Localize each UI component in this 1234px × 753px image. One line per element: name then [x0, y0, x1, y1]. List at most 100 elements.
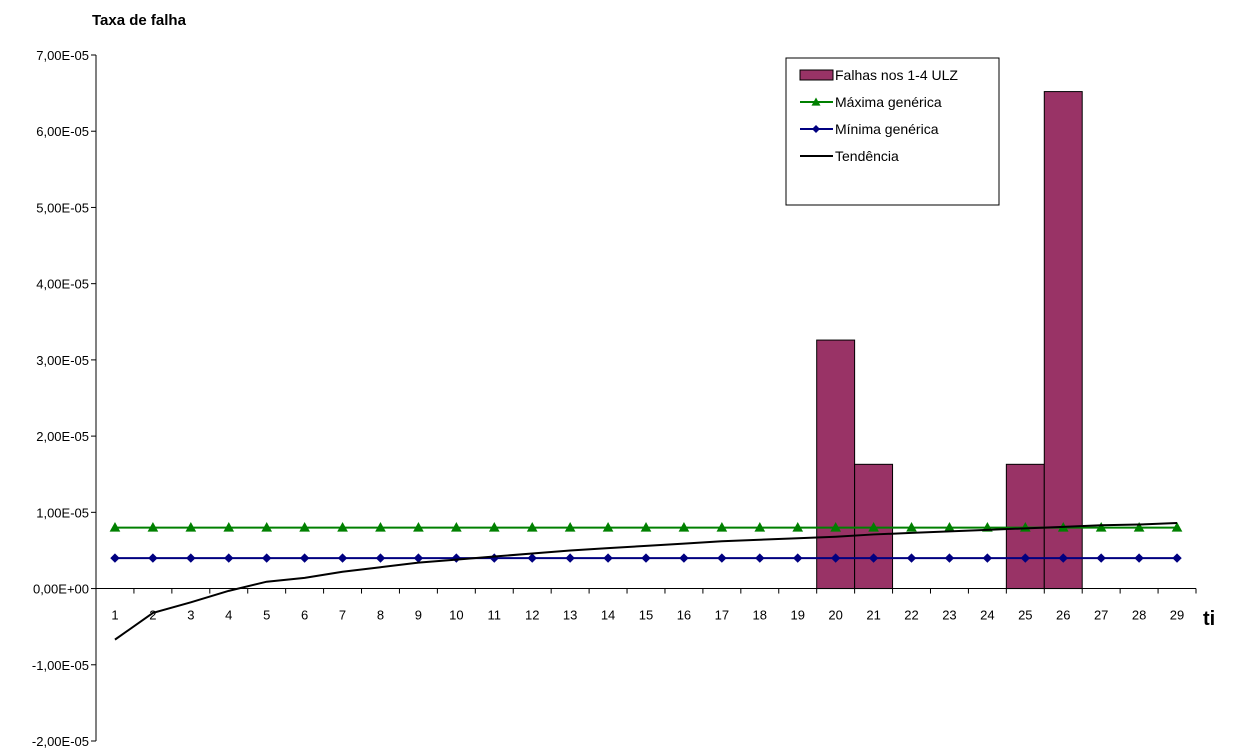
point-m-xima-gen-rica-6 [299, 522, 310, 532]
x-tick-label-3: 3 [187, 608, 194, 623]
x-tick-label-16: 16 [677, 608, 691, 623]
legend-marker-m-xima-gen-rica [811, 97, 821, 106]
point-m-xima-gen-rica-22 [906, 522, 917, 532]
point-m-xima-gen-rica-13 [564, 522, 576, 532]
point-m-nima-gen-rica-13 [565, 553, 575, 563]
plot-area: 7,00E-05 6,00E-05 5,00E-05 4,00E-05 3,00E-05… [32, 48, 1197, 749]
point-m-nima-gen-rica-1 [110, 553, 120, 563]
point-m-nima-gen-rica-16 [679, 553, 689, 563]
point-m-nima-gen-rica-18 [755, 553, 765, 563]
point-m-nima-gen-rica-5 [261, 553, 272, 563]
legend-label-tend-ncia: Tendência [835, 148, 899, 164]
point-m-nima-gen-rica-24 [982, 553, 993, 563]
x-tick-label-20: 20 [828, 608, 842, 623]
x-tick-label-4: 4 [225, 608, 232, 623]
point-m-xima-gen-rica-15 [640, 522, 652, 532]
point-m-nima-gen-rica-26 [1058, 553, 1068, 563]
x-tick-label-21: 21 [866, 608, 880, 623]
point-m-xima-gen-rica-29 [1171, 522, 1183, 532]
point-m-xima-gen-rica-4 [223, 522, 235, 532]
legend-marker-m-nima-gen-rica [812, 125, 820, 133]
point-m-nima-gen-rica-19 [793, 553, 803, 563]
point-m-xima-gen-rica-10 [450, 522, 462, 532]
x-axis-title: ti [1203, 608, 1215, 630]
x-tick-label-9: 9 [415, 608, 422, 623]
y-tick-label: 1,00E-05 [36, 505, 89, 520]
x-tick-label-28: 28 [1132, 608, 1146, 623]
point-m-xima-gen-rica-3 [185, 522, 197, 532]
point-m-nima-gen-rica-29 [1172, 553, 1182, 563]
x-tick-label-7: 7 [339, 608, 346, 623]
point-m-xima-gen-rica-9 [413, 522, 424, 532]
point-m-nima-gen-rica-7 [337, 553, 348, 563]
x-tick-label-2: 2 [149, 608, 156, 623]
x-tick-label-5: 5 [263, 608, 270, 623]
y-tick-label: 6,00E-05 [36, 124, 89, 139]
point-m-xima-gen-rica-8 [375, 522, 386, 532]
point-m-xima-gen-rica-11 [488, 522, 500, 532]
y-tick-label: 4,00E-05 [36, 277, 89, 292]
point-m-nima-gen-rica-25 [1020, 553, 1031, 563]
point-m-xima-gen-rica-18 [754, 522, 766, 532]
x-tick-label-8: 8 [377, 608, 384, 623]
point-m-xima-gen-rica-5 [261, 522, 273, 532]
y-tick-label: -2,00E-05 [32, 734, 89, 749]
point-m-nima-gen-rica-10 [451, 553, 462, 563]
x-tick-label-19: 19 [790, 608, 804, 623]
x-tick-label-15: 15 [639, 608, 653, 623]
x-tick-label-23: 23 [942, 608, 956, 623]
y-tick-label: 7,00E-05 [36, 48, 89, 63]
series-line-tend-ncia [114, 522, 1178, 641]
point-m-nima-gen-rica-12 [527, 553, 537, 563]
x-tick-label-12: 12 [525, 608, 539, 623]
point-m-xima-gen-rica-28 [1133, 522, 1145, 532]
point-m-nima-gen-rica-2 [148, 553, 158, 563]
point-m-xima-gen-rica-27 [1095, 522, 1107, 532]
legend-label-falhas-nos-1-4-ulz: Falhas nos 1-4 ULZ [835, 67, 958, 83]
x-tick-label-18: 18 [753, 608, 767, 623]
point-m-nima-gen-rica-21 [868, 553, 879, 563]
point-m-xima-gen-rica-17 [716, 522, 728, 532]
x-tick-label-24: 24 [980, 608, 994, 623]
point-m-nima-gen-rica-14 [603, 553, 613, 563]
x-tick-label-26: 26 [1056, 608, 1070, 623]
x-tick-label-6: 6 [301, 608, 308, 623]
y-axis-title: Taxa de falha [92, 12, 187, 29]
point-m-xima-gen-rica-12 [526, 522, 538, 532]
point-m-nima-gen-rica-20 [830, 553, 841, 563]
x-tick-label-25: 25 [1018, 608, 1032, 623]
legend: Falhas nos 1-4 ULZ Máxima genérica Mínima … [785, 57, 1000, 206]
legend-box [785, 57, 1000, 206]
point-m-xima-gen-rica-19 [792, 522, 804, 532]
point-m-nima-gen-rica-15 [641, 553, 651, 563]
point-m-nima-gen-rica-27 [1096, 553, 1106, 563]
x-tick-label-22: 22 [904, 608, 918, 623]
y-tick-label: -1,00E-05 [32, 658, 89, 673]
x-tick-label-1: 1 [111, 608, 118, 623]
point-m-nima-gen-rica-3 [186, 553, 196, 563]
point-m-nima-gen-rica-23 [944, 553, 955, 563]
y-tick-label: 2,00E-05 [36, 429, 89, 444]
point-m-xima-gen-rica-21 [868, 522, 879, 532]
legend-label-m-nima-gen-rica: Mínima genérica [835, 121, 939, 137]
y-tick-label: 0,00E+00 [33, 582, 89, 597]
bar-20 [816, 339, 856, 590]
point-m-xima-gen-rica-7 [337, 522, 348, 532]
point-m-nima-gen-rica-6 [299, 553, 310, 563]
point-m-xima-gen-rica-16 [678, 522, 690, 532]
point-m-nima-gen-rica-22 [906, 553, 917, 563]
point-m-nima-gen-rica-11 [489, 553, 499, 563]
bar-26 [1043, 91, 1083, 590]
point-m-nima-gen-rica-17 [717, 553, 727, 563]
y-tick-label: 5,00E-05 [36, 200, 89, 215]
point-m-xima-gen-rica-14 [602, 522, 614, 532]
point-m-nima-gen-rica-8 [375, 553, 386, 563]
x-tick-label-10: 10 [449, 608, 463, 623]
point-m-xima-gen-rica-20 [830, 522, 842, 532]
point-m-nima-gen-rica-4 [224, 553, 234, 563]
x-tick-label-29: 29 [1170, 608, 1184, 623]
x-tick-label-11: 11 [488, 608, 502, 623]
x-tick-label-27: 27 [1094, 608, 1108, 623]
legend-swatch-falhas-nos-1-4-ulz [799, 69, 834, 81]
